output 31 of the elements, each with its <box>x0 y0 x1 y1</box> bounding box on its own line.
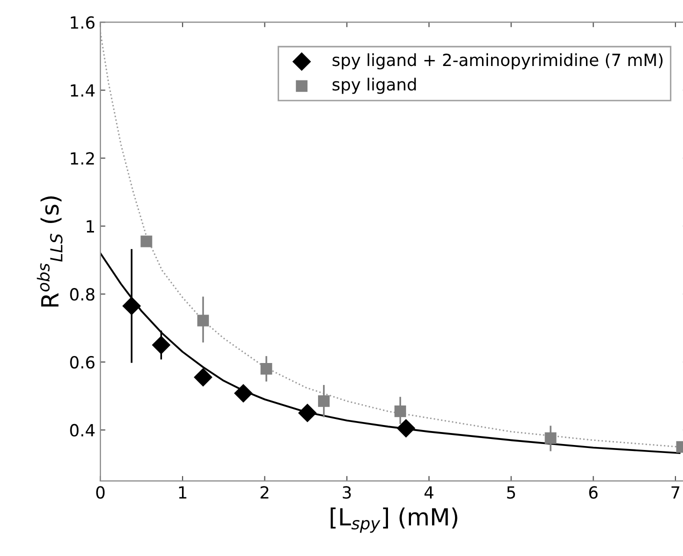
point <box>194 368 212 387</box>
y-tick-label: 0.6 <box>70 356 94 369</box>
x-tick-label: 6 <box>589 486 598 499</box>
point <box>298 404 317 422</box>
legend-label: spy ligand <box>332 78 416 94</box>
point <box>544 432 556 444</box>
point <box>197 314 209 326</box>
x-tick-label: 4 <box>424 486 434 498</box>
y-tick-label: 1.2 <box>70 152 94 164</box>
y-axis-title: R$^{obs}$$_{LLS}$ (s) <box>36 196 63 307</box>
point <box>152 336 171 354</box>
x-tick-label: 3 <box>342 486 351 499</box>
y-tick-label: 0.8 <box>70 288 94 301</box>
x-tick-label: 5 <box>507 486 516 499</box>
point <box>122 296 141 316</box>
point <box>318 395 330 407</box>
point <box>394 405 406 418</box>
y-tick-label: 1.6 <box>70 16 94 29</box>
x-tick-label: 7 <box>672 486 680 498</box>
x-tick-label: 1 <box>179 486 186 498</box>
point <box>234 384 253 403</box>
point <box>396 418 416 438</box>
legend-label: spy ligand + 2-aminopyrimidine (7 mM) <box>332 53 663 70</box>
y-tick-label: 1.4 <box>70 84 95 97</box>
point <box>140 236 152 248</box>
x-axis-title: [L$_{spy}$] (mM) <box>330 507 458 533</box>
x-tick-label: 0 <box>96 486 105 499</box>
point <box>260 363 272 375</box>
y-tick-label: 1 <box>86 220 94 232</box>
y-tick-label: 0.4 <box>70 424 95 437</box>
x-tick-label: 2 <box>260 486 268 498</box>
